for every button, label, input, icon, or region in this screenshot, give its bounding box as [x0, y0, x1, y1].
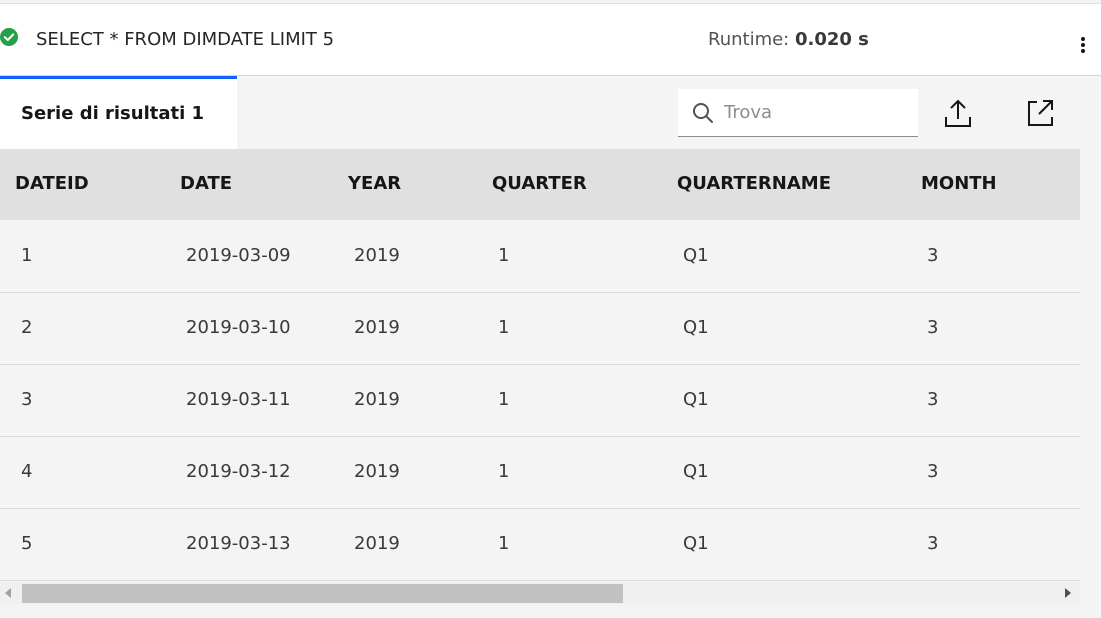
runtime-display: Runtime: 0.020 s	[708, 29, 869, 50]
table-cell: 3	[927, 461, 939, 482]
table-cell: 2019-03-11	[186, 389, 291, 410]
table-cell: Q1	[683, 245, 709, 266]
query-result-header: SELECT * FROM DIMDATE LIMIT 5 Runtime: 0…	[0, 5, 1101, 76]
column-header-year[interactable]: YEAR	[348, 173, 402, 194]
table-cell: 1	[498, 245, 510, 266]
table-row: 1 2019-03-09 2019 1 Q1 3	[0, 221, 1080, 293]
table-row: 2 2019-03-10 2019 1 Q1 3	[0, 293, 1080, 365]
scrollbar-thumb[interactable]	[22, 584, 623, 603]
column-header-quarter[interactable]: QUARTER	[492, 173, 587, 194]
tab-result-set-1[interactable]: Serie di risultati 1	[0, 76, 237, 149]
table-row: 4 2019-03-12 2019 1 Q1 3	[0, 437, 1080, 509]
table-cell: 1	[498, 389, 510, 410]
table-cell: Q1	[683, 389, 709, 410]
open-in-new-window-button[interactable]	[1022, 95, 1058, 131]
table-cell: 2019-03-09	[186, 245, 291, 266]
table-cell: Q1	[683, 533, 709, 554]
table-cell: 2	[21, 317, 33, 338]
table-cell: Q1	[683, 317, 709, 338]
success-check-icon	[0, 28, 18, 46]
table-cell: 3	[927, 533, 939, 554]
search-input[interactable]	[724, 89, 909, 135]
tab-label: Serie di risultati 1	[21, 103, 205, 124]
table-cell: 2019	[354, 533, 400, 554]
table-cell: 5	[21, 533, 33, 554]
column-header-date[interactable]: DATE	[180, 173, 233, 194]
export-button[interactable]	[940, 95, 976, 131]
search-box[interactable]	[678, 89, 918, 137]
column-header-month[interactable]: MONTH	[921, 173, 997, 194]
horizontal-scrollbar[interactable]	[0, 582, 1080, 604]
table-cell: Q1	[683, 461, 709, 482]
table-cell: 3	[927, 389, 939, 410]
overflow-menu-vertical-icon	[1081, 37, 1085, 41]
table-cell: 2019-03-10	[186, 317, 291, 338]
table-row: 3 2019-03-11 2019 1 Q1 3	[0, 365, 1080, 437]
table-cell: 4	[21, 461, 33, 482]
column-header-dateid[interactable]: DATEID	[15, 173, 89, 194]
table-cell: 3	[21, 389, 33, 410]
table-cell: 3	[927, 245, 939, 266]
results-table: DATEID DATE YEAR QUARTER QUARTERNAME MON…	[0, 149, 1080, 581]
table-cell: 1	[498, 317, 510, 338]
runtime-value: 0.020 s	[794, 29, 869, 50]
overflow-menu-button[interactable]	[1072, 25, 1094, 55]
scroll-right-arrow-icon[interactable]	[1065, 588, 1071, 598]
column-header-quartername[interactable]: QUARTERNAME	[677, 173, 831, 194]
upload-icon	[945, 99, 971, 127]
table-cell: 1	[498, 533, 510, 554]
table-row: 5 2019-03-13 2019 1 Q1 3	[0, 509, 1080, 581]
scroll-left-arrow-icon[interactable]	[5, 588, 11, 598]
table-cell: 1	[498, 461, 510, 482]
runtime-label: Runtime:	[708, 29, 790, 50]
table-cell: 2019	[354, 389, 400, 410]
table-cell: 3	[927, 317, 939, 338]
search-icon	[693, 103, 713, 123]
table-cell: 2019-03-12	[186, 461, 291, 482]
launch-icon	[1028, 100, 1053, 126]
query-sql-text: SELECT * FROM DIMDATE LIMIT 5	[36, 29, 335, 50]
table-cell: 2019	[354, 317, 400, 338]
results-panel: Serie di risultati 1 DATEID DATE YEAR QU…	[0, 76, 1101, 618]
top-divider	[0, 0, 1101, 4]
table-header: DATEID DATE YEAR QUARTER QUARTERNAME MON…	[0, 149, 1080, 220]
table-cell: 2019-03-13	[186, 533, 291, 554]
table-cell: 1	[21, 245, 33, 266]
table-cell: 2019	[354, 245, 400, 266]
table-cell: 2019	[354, 461, 400, 482]
